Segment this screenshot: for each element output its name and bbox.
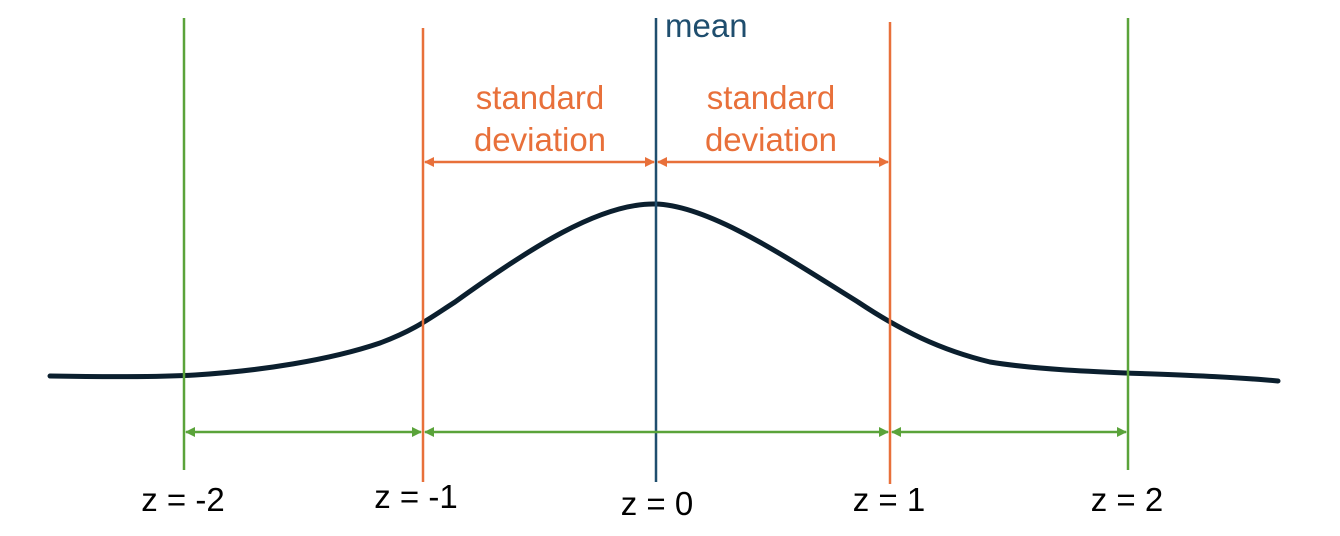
z-label-0: z = 0 — [621, 485, 693, 522]
z-label-minus-1: z = -1 — [374, 478, 457, 515]
z-label-plus-2: z = 2 — [1091, 481, 1163, 518]
sd-label-right-line2: deviation — [705, 121, 837, 158]
z-label-minus-2: z = -2 — [141, 481, 224, 518]
bell-curve — [47, 201, 1281, 384]
sd-label-left-line1: standard — [476, 79, 604, 116]
z-label-plus-1: z = 1 — [853, 481, 925, 518]
sd-label-right-line1: standard — [707, 79, 835, 116]
sd-label-left-line2: deviation — [474, 121, 606, 158]
mean-label: mean — [665, 7, 748, 44]
